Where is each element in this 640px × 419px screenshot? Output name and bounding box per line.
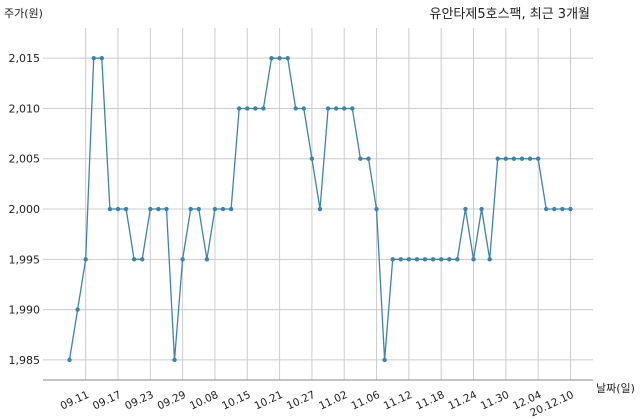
data-point (83, 257, 88, 262)
data-point (333, 106, 339, 111)
data-point (374, 206, 379, 212)
data-point (568, 206, 573, 212)
y-tick-label: 1,990 (9, 304, 41, 317)
data-point (309, 156, 315, 161)
data-point (115, 206, 121, 212)
data-point (164, 206, 169, 212)
data-point (511, 156, 517, 161)
x-tick-label: 09.17 (91, 389, 123, 413)
data-point (438, 257, 444, 262)
x-axis-label: 날짜(일) (596, 381, 635, 395)
data-point (552, 206, 557, 212)
y-tick-label: 1,995 (9, 253, 41, 266)
x-tick-label: 09.11 (59, 389, 91, 413)
data-point (188, 206, 193, 212)
data-point (196, 206, 201, 212)
data-point (180, 257, 185, 262)
data-point (544, 206, 549, 212)
x-tick-label: 10.27 (285, 389, 317, 413)
x-tick-label: 10.08 (188, 389, 220, 413)
x-tick-label: 10.21 (253, 389, 285, 413)
data-point (414, 257, 420, 262)
data-point (123, 206, 129, 212)
data-point (503, 156, 509, 161)
y-tick-label: 2,015 (9, 52, 41, 65)
data-point (148, 206, 153, 212)
data-point (172, 357, 177, 363)
data-point (131, 257, 137, 262)
data-point (479, 206, 484, 212)
data-point (519, 156, 525, 161)
x-axis: 09.11 09.17 09.23 09.29 10.08 10.15 10.21 10.27… (59, 389, 576, 419)
data-point (406, 257, 412, 262)
data-point (560, 206, 565, 212)
data-point (261, 106, 266, 111)
x-tick-label: 11.12 (382, 389, 414, 413)
y-tick-label: 2,000 (9, 203, 41, 216)
data-point (495, 156, 500, 161)
chart-title: 유안타제5호스팩, 최근 3개월 (430, 7, 591, 22)
data-point (228, 206, 234, 212)
data-point (390, 257, 395, 262)
x-tick-label: 09.23 (123, 389, 155, 413)
price-series (67, 55, 573, 363)
data-point (212, 206, 218, 212)
data-point (342, 106, 347, 111)
data-point (325, 106, 331, 111)
x-tick-label: 09.29 (156, 389, 188, 413)
data-point (301, 106, 307, 111)
x-tick-label: 11.02 (317, 389, 349, 413)
data-point (358, 156, 363, 161)
y-tick-label: 1,985 (9, 354, 41, 367)
data-point (350, 106, 355, 111)
data-point (220, 206, 226, 212)
data-point (245, 106, 250, 111)
data-point (285, 55, 290, 61)
data-point (455, 257, 460, 262)
x-tick-label: 11.30 (479, 389, 511, 413)
y-axis: 1,985 1,990 1,995 2,000 2,005 2,010 2,015 (9, 52, 41, 367)
data-point (382, 357, 387, 363)
data-point (471, 257, 476, 262)
data-point (277, 55, 282, 61)
data-point (140, 257, 145, 262)
data-point (75, 307, 80, 312)
data-point (366, 156, 371, 161)
y-tick-label: 2,005 (9, 153, 41, 166)
data-point (422, 257, 428, 262)
grid (43, 28, 593, 381)
data-point (67, 357, 72, 363)
y-tick-label: 2,010 (9, 102, 41, 115)
data-point (91, 55, 96, 61)
data-point (535, 156, 541, 161)
data-point (487, 257, 492, 262)
data-point (253, 106, 258, 111)
data-point (269, 55, 274, 61)
data-point (99, 55, 105, 61)
data-point (398, 257, 403, 262)
data-point (447, 257, 452, 262)
data-point (463, 206, 468, 212)
x-tick-label: 11.18 (414, 389, 446, 413)
y-axis-label: 주가(원) (4, 7, 43, 20)
data-point (293, 106, 298, 111)
data-point (236, 106, 242, 111)
data-point (107, 206, 113, 212)
x-tick-label: 11.24 (446, 389, 479, 413)
data-point (317, 206, 323, 212)
data-point (527, 156, 533, 161)
data-point (156, 206, 161, 212)
x-tick-label: 11.06 (349, 389, 382, 413)
x-tick-label: 10.15 (220, 389, 252, 413)
data-point (430, 257, 436, 262)
data-point (204, 257, 210, 262)
